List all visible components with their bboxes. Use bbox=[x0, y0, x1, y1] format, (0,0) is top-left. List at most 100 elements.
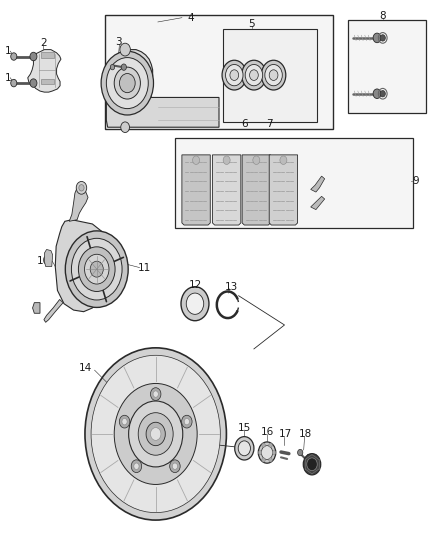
Circle shape bbox=[303, 454, 321, 475]
Circle shape bbox=[297, 449, 303, 456]
Circle shape bbox=[261, 446, 273, 459]
Circle shape bbox=[122, 418, 127, 425]
Polygon shape bbox=[28, 50, 61, 92]
Circle shape bbox=[265, 64, 283, 86]
Circle shape bbox=[269, 458, 272, 462]
Circle shape bbox=[186, 293, 204, 314]
Circle shape bbox=[269, 443, 272, 447]
Circle shape bbox=[146, 422, 165, 446]
Bar bbox=[106, 15, 332, 130]
Circle shape bbox=[230, 70, 239, 80]
Polygon shape bbox=[269, 155, 297, 225]
Bar bbox=[41, 52, 54, 58]
Circle shape bbox=[120, 74, 135, 93]
Polygon shape bbox=[69, 187, 88, 221]
Text: 17: 17 bbox=[279, 430, 292, 440]
Circle shape bbox=[110, 64, 115, 70]
Circle shape bbox=[134, 463, 139, 470]
Text: 14: 14 bbox=[79, 362, 92, 373]
Circle shape bbox=[262, 458, 265, 462]
Circle shape bbox=[380, 35, 385, 41]
Circle shape bbox=[262, 443, 265, 447]
Circle shape bbox=[253, 156, 260, 165]
Text: 5: 5 bbox=[248, 19, 255, 29]
Bar bbox=[175, 138, 413, 228]
Circle shape bbox=[182, 415, 192, 428]
Circle shape bbox=[373, 89, 381, 99]
Circle shape bbox=[245, 64, 263, 86]
Polygon shape bbox=[106, 50, 219, 127]
Circle shape bbox=[138, 413, 173, 455]
Circle shape bbox=[65, 231, 128, 308]
Circle shape bbox=[153, 391, 158, 397]
Text: 16: 16 bbox=[261, 427, 275, 438]
Polygon shape bbox=[32, 303, 40, 313]
Polygon shape bbox=[44, 249, 53, 266]
Polygon shape bbox=[311, 196, 325, 209]
Circle shape bbox=[150, 387, 161, 400]
Circle shape bbox=[193, 156, 200, 165]
Circle shape bbox=[235, 437, 254, 460]
Circle shape bbox=[91, 356, 220, 513]
Circle shape bbox=[106, 58, 148, 109]
Text: 10: 10 bbox=[37, 256, 50, 266]
Circle shape bbox=[131, 460, 141, 473]
Circle shape bbox=[380, 91, 385, 97]
Circle shape bbox=[222, 60, 247, 90]
Text: 7: 7 bbox=[266, 119, 272, 129]
Text: 19: 19 bbox=[306, 454, 319, 464]
Circle shape bbox=[121, 122, 130, 133]
Circle shape bbox=[85, 254, 109, 284]
Circle shape bbox=[30, 52, 37, 61]
Circle shape bbox=[242, 60, 266, 90]
Circle shape bbox=[11, 79, 17, 87]
Circle shape bbox=[250, 70, 258, 80]
Text: 3: 3 bbox=[115, 37, 122, 47]
Text: 1: 1 bbox=[4, 73, 11, 83]
Circle shape bbox=[307, 458, 317, 471]
Circle shape bbox=[11, 53, 17, 60]
Polygon shape bbox=[212, 155, 241, 225]
Polygon shape bbox=[55, 220, 109, 312]
Circle shape bbox=[119, 415, 130, 428]
Bar bbox=[348, 20, 426, 114]
Text: 4: 4 bbox=[187, 13, 194, 23]
Text: 9: 9 bbox=[412, 176, 419, 187]
Circle shape bbox=[238, 441, 251, 456]
Circle shape bbox=[78, 247, 115, 292]
Bar bbox=[223, 29, 317, 122]
Circle shape bbox=[120, 43, 131, 56]
Circle shape bbox=[129, 401, 183, 467]
Text: 1: 1 bbox=[4, 46, 11, 56]
Circle shape bbox=[172, 463, 177, 470]
Circle shape bbox=[76, 181, 87, 194]
Text: 11: 11 bbox=[138, 263, 152, 272]
Circle shape bbox=[258, 450, 262, 455]
Circle shape bbox=[184, 418, 190, 425]
Text: 13: 13 bbox=[225, 282, 238, 292]
Circle shape bbox=[71, 238, 122, 300]
Bar bbox=[41, 79, 54, 84]
Circle shape bbox=[223, 156, 230, 165]
Circle shape bbox=[114, 383, 197, 484]
Circle shape bbox=[269, 70, 278, 80]
Circle shape bbox=[226, 64, 243, 86]
Circle shape bbox=[261, 60, 286, 90]
Text: 6: 6 bbox=[241, 119, 247, 129]
Text: 12: 12 bbox=[188, 280, 201, 289]
Text: 18: 18 bbox=[299, 429, 312, 439]
Circle shape bbox=[30, 79, 37, 87]
Circle shape bbox=[280, 156, 287, 165]
Circle shape bbox=[114, 67, 141, 99]
Polygon shape bbox=[44, 300, 63, 322]
Circle shape bbox=[258, 442, 276, 463]
Circle shape bbox=[121, 64, 127, 70]
Polygon shape bbox=[242, 155, 271, 225]
Circle shape bbox=[373, 33, 381, 43]
Circle shape bbox=[272, 450, 276, 455]
Text: 8: 8 bbox=[379, 11, 386, 21]
Circle shape bbox=[79, 184, 84, 191]
Text: 2: 2 bbox=[40, 38, 47, 48]
Circle shape bbox=[181, 287, 209, 321]
Text: 15: 15 bbox=[238, 423, 251, 433]
